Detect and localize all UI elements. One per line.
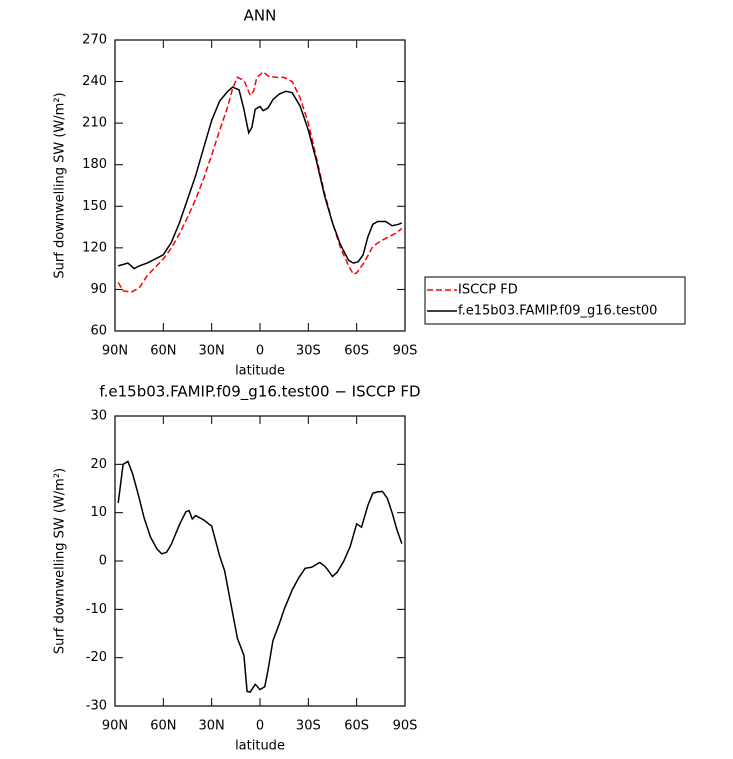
x-tick-label: 0	[256, 719, 264, 734]
y-tick-label: 0	[99, 554, 107, 569]
plot-frame	[114, 39, 406, 332]
chart-title: ANN	[244, 7, 277, 25]
y-tick-label: 270	[82, 33, 107, 48]
x-tick-label: 90S	[393, 344, 418, 359]
plot-frame	[114, 415, 406, 707]
y-tick-label: 150	[82, 199, 107, 214]
x-tick-label: 30S	[296, 719, 321, 734]
legend-label: f.e15b03.FAMIP.f09_g16.test00	[458, 304, 657, 319]
x-tick-label: 60S	[344, 719, 369, 734]
y-axis-label: Surf downwelling SW (W/m²)	[53, 92, 68, 278]
chart-title: f.e15b03.FAMIP.f09_g16.test00 − ISCCP FD	[99, 383, 420, 402]
legend-box	[424, 276, 686, 325]
y-tick-label: 180	[82, 157, 107, 172]
y-tick-label: -10	[86, 602, 107, 617]
y-tick-label: 60	[90, 324, 107, 339]
x-tick-label: 60S	[344, 344, 369, 359]
x-tick-label: 30S	[296, 344, 321, 359]
legend-label: ISCCP FD	[458, 283, 518, 298]
y-tick-label: 10	[90, 505, 107, 520]
y-tick-label: 210	[82, 116, 107, 131]
y-axis-label: Surf downwelling SW (W/m²)	[53, 468, 68, 654]
y-tick-label: 240	[82, 74, 107, 89]
y-tick-label: 20	[90, 457, 107, 472]
x-tick-label: 60N	[150, 719, 176, 734]
y-tick-label: 30	[90, 409, 107, 424]
x-tick-label: 0	[256, 344, 264, 359]
y-tick-label: -20	[86, 650, 107, 665]
x-axis-label: latitude	[235, 364, 285, 379]
x-tick-label: 60N	[150, 344, 176, 359]
y-tick-label: -30	[86, 699, 107, 714]
x-tick-label: 90N	[102, 344, 128, 359]
data-line	[117, 70, 403, 293]
x-tick-label: 90N	[102, 719, 128, 734]
data-line	[117, 86, 403, 270]
y-tick-label: 120	[82, 240, 107, 255]
x-axis-label: latitude	[235, 739, 285, 754]
x-tick-label: 90S	[393, 719, 418, 734]
y-tick-label: 90	[90, 282, 107, 297]
x-tick-label: 30N	[199, 344, 225, 359]
data-line	[117, 460, 403, 693]
x-tick-label: 30N	[199, 719, 225, 734]
